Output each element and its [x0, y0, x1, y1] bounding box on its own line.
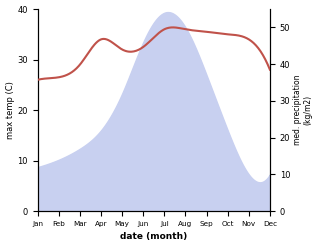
Y-axis label: max temp (C): max temp (C) [5, 81, 15, 139]
X-axis label: date (month): date (month) [120, 232, 187, 242]
Y-axis label: med. precipitation
(kg/m2): med. precipitation (kg/m2) [293, 75, 313, 145]
